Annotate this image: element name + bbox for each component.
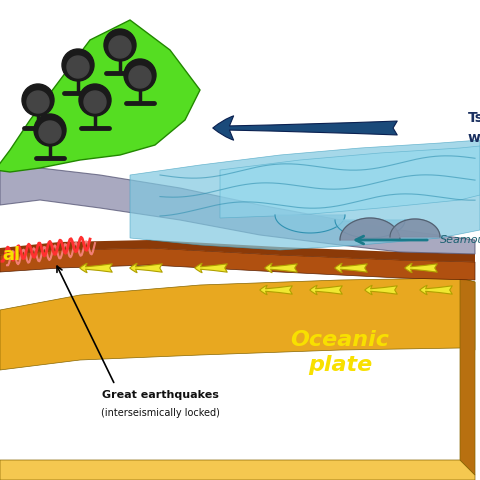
Polygon shape: [335, 220, 405, 238]
Circle shape: [79, 84, 111, 116]
Text: Seamounts: Seamounts: [440, 235, 480, 245]
Polygon shape: [0, 20, 200, 172]
Polygon shape: [220, 146, 480, 218]
Circle shape: [39, 121, 61, 143]
Circle shape: [22, 84, 54, 116]
Circle shape: [67, 56, 89, 78]
Text: Tsun: Tsun: [468, 111, 480, 125]
Polygon shape: [340, 218, 400, 240]
Text: plate: plate: [308, 355, 372, 375]
Text: (interseismically locked): (interseismically locked): [101, 408, 219, 418]
Polygon shape: [390, 219, 440, 237]
Circle shape: [84, 91, 106, 113]
Text: wa: wa: [468, 131, 480, 145]
Circle shape: [124, 59, 156, 91]
Circle shape: [27, 91, 49, 113]
Circle shape: [62, 49, 94, 81]
Polygon shape: [275, 215, 345, 233]
Polygon shape: [0, 248, 475, 280]
Polygon shape: [0, 240, 475, 262]
Polygon shape: [130, 140, 480, 250]
Polygon shape: [460, 278, 475, 475]
Circle shape: [104, 29, 136, 61]
Circle shape: [109, 36, 131, 58]
Polygon shape: [0, 168, 475, 254]
Polygon shape: [0, 278, 475, 370]
Text: al: al: [2, 246, 20, 264]
Polygon shape: [0, 460, 475, 480]
Circle shape: [129, 66, 151, 88]
Text: Great earthquakes: Great earthquakes: [102, 390, 218, 400]
Text: Oceanic: Oceanic: [290, 330, 389, 350]
Circle shape: [34, 114, 66, 146]
